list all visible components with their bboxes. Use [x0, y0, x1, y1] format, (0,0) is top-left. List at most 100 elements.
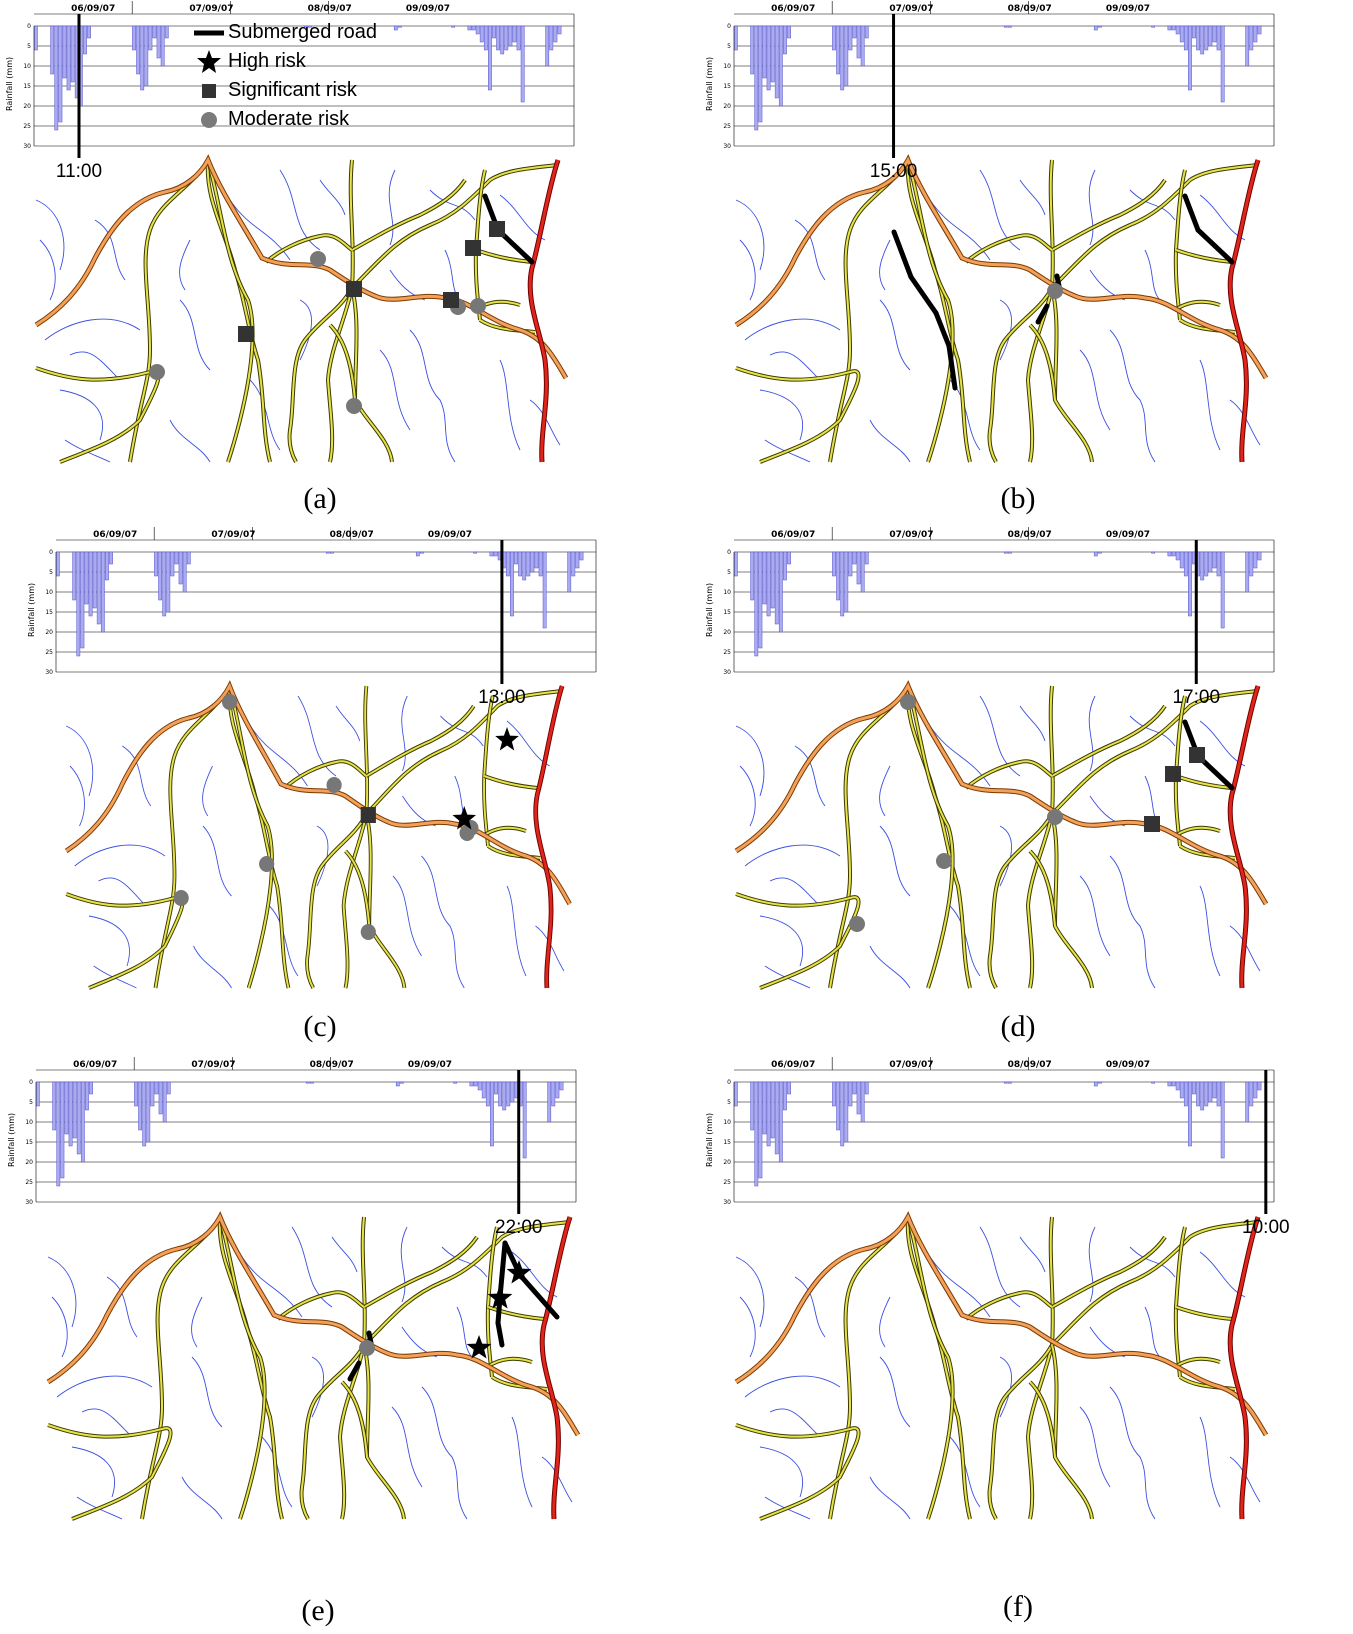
rainfall-bar: [1151, 25, 1156, 28]
river: [229, 199, 291, 261]
legend-item-significant-risk: Significant risk: [190, 76, 420, 105]
rainfall-bar: [158, 551, 163, 601]
rainfall-bar: [754, 25, 759, 131]
rainfall-bar: [1216, 551, 1221, 577]
rainfall-bar: [864, 25, 869, 39]
panel-c-caption: (c): [303, 1010, 337, 1043]
river: [1199, 1416, 1221, 1508]
panel-d: 0 5 10 15 20 25 30 06/09/07 07/09/07 08/09/07 09/0…: [700, 526, 1300, 1046]
rainfall-bar: [330, 551, 334, 554]
river: [879, 765, 891, 817]
rainfall-bar: [1204, 551, 1209, 577]
legend-label: Significant risk: [228, 79, 357, 101]
river: [47, 1256, 77, 1328]
date-label: 06/09/07: [71, 4, 115, 14]
panel-f-caption: (f): [1003, 1590, 1033, 1623]
date-label: 09/09/07: [1106, 4, 1150, 14]
rainfall-bar: [1098, 551, 1102, 554]
rainfall-bar: [510, 1081, 515, 1103]
river: [879, 299, 911, 371]
main-road: [735, 682, 1268, 905]
rainfall-bar: [1196, 1081, 1201, 1107]
rainfall-bar: [766, 551, 771, 617]
river: [1144, 249, 1161, 301]
panel-e: 0 5 10 15 20 25 30 06/09/07 07/09/07 08/09/07 09/0…: [2, 1056, 602, 1627]
rainfall-bar: [1196, 25, 1201, 51]
rainfall-bar: [778, 551, 783, 633]
river: [1229, 399, 1261, 446]
river: [735, 725, 765, 797]
significant-risk-marker: [346, 281, 362, 297]
river: [999, 1356, 1012, 1418]
rainfall-bar: [50, 25, 55, 75]
rainfall-bar: [1212, 25, 1217, 43]
rainfall-bar: [787, 25, 791, 39]
risk-overlay: [891, 193, 1235, 391]
date-label: 09/09/07: [1106, 1060, 1150, 1070]
legend-item-submerged-road: Submerged road: [190, 18, 420, 47]
road-casing: [1050, 1220, 1259, 1347]
river: [1109, 329, 1156, 463]
rainfall-bar: [840, 551, 845, 617]
rainfall-bar: [56, 1081, 61, 1187]
y-tick-label: 25: [23, 123, 31, 130]
river: [499, 359, 521, 451]
rainfall-bar: [1216, 1081, 1221, 1107]
rainfall-chart: 0 5 10 15 20 25 30 06/09/07 07/09/07 08/09/07 09/0…: [27, 527, 597, 676]
river: [335, 705, 361, 742]
river: [1019, 179, 1046, 216]
river: [744, 318, 841, 341]
secondary-road: [65, 893, 184, 989]
river: [1079, 349, 1111, 431]
rainfall-bar: [1175, 1081, 1180, 1091]
river: [94, 219, 126, 281]
high-risk-marker: [466, 1335, 492, 1359]
y-tick-label: 10: [723, 1119, 731, 1126]
secondary-road: [300, 1344, 365, 1520]
river: [421, 855, 465, 989]
submerged-road-segment: [347, 1360, 362, 1382]
time-label: 17:00: [1172, 687, 1220, 708]
rainfall-bar: [154, 551, 158, 577]
river: [929, 199, 991, 261]
river: [999, 825, 1012, 887]
rainfall-bar: [1008, 551, 1012, 554]
y-tick-label: 30: [25, 1199, 33, 1206]
time-label: 10:00: [1242, 1217, 1290, 1238]
rainfall-bar: [58, 25, 63, 123]
main-road: [735, 156, 1268, 379]
rainfall-bar: [500, 25, 505, 55]
river: [949, 905, 981, 977]
rainfall-bar: [473, 1081, 478, 1087]
moderate-risk-marker: [1047, 809, 1063, 825]
river: [74, 844, 166, 867]
secondary-road: [1051, 164, 1259, 289]
rainfall-bar: [758, 1081, 763, 1179]
river: [106, 1276, 138, 1338]
river: [88, 915, 130, 967]
y-tick-label: 15: [23, 83, 31, 90]
rainfall-bar: [1179, 551, 1184, 569]
river: [241, 1256, 303, 1318]
secondary-road: [326, 159, 354, 463]
y-tick-label: 15: [45, 609, 53, 616]
river: [400, 1226, 408, 1303]
rainfall-bar: [856, 551, 861, 585]
secondary-road: [277, 1291, 365, 1320]
date-label: 07/09/07: [211, 530, 255, 540]
river: [769, 351, 821, 381]
y-tick-label: 20: [723, 1159, 731, 1166]
submerged-road-segment: [1195, 227, 1235, 265]
river: [1019, 705, 1046, 742]
rainfall-bar: [152, 25, 157, 39]
date-label: 08/09/07: [1008, 530, 1052, 540]
rainfall-bar: [488, 25, 492, 91]
rainfall-bar: [453, 1081, 458, 1084]
rainfall-bar: [310, 1081, 314, 1084]
significant-risk-marker: [443, 292, 459, 308]
secondary-road: [907, 1216, 954, 1520]
date-label: 09/09/07: [408, 1060, 452, 1070]
rainfall-bar: [579, 551, 584, 561]
rainfall-bar: [87, 25, 91, 39]
road-casing: [328, 323, 357, 401]
